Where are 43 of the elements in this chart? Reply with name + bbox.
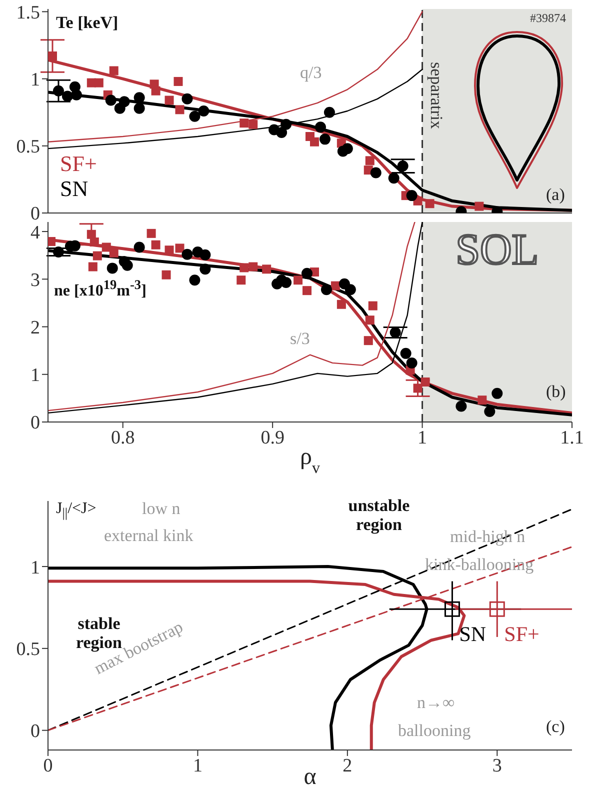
annotation: s/3 (290, 329, 310, 349)
x-tick-label: 1 (192, 755, 202, 776)
annotation: #39874 (530, 11, 566, 26)
y-tick-label: 1 (30, 70, 40, 91)
y-tick-label: 4 (30, 222, 40, 244)
text: SF+ (60, 151, 97, 176)
x-tick-label: 1.1 (560, 427, 584, 448)
y-tick-label: 0 (30, 412, 40, 434)
x-tick-label: 0.8 (110, 427, 135, 448)
x-tick-label: 0.9 (260, 427, 284, 448)
annotation: q/3 (300, 63, 322, 83)
annotation: n→∞ (417, 693, 455, 713)
y-axis-title: Te [keV] (56, 13, 118, 33)
y-tick-label: 1 (30, 365, 40, 386)
y-tick-label: 0.5 (16, 639, 40, 660)
annotation: stable region (75, 614, 122, 652)
series-label: SN (459, 622, 486, 646)
annotation: (a) (546, 185, 565, 205)
y-tick-label: 1.5 (16, 2, 40, 24)
annotation: (c) (546, 717, 565, 737)
y-axis-title: J$_{||}$/<J> (56, 500, 96, 521)
annotation: ballooning (398, 721, 471, 741)
y-tick-label: 1 (30, 557, 40, 578)
x-tick-label: 2 (342, 755, 352, 776)
annotation: (b) (546, 382, 566, 402)
y-axis-title: ne [x10$^{19}$m$^{-3}$] (54, 277, 146, 300)
x-axis-title: α (304, 764, 317, 790)
annotation: low n (142, 499, 180, 519)
y-tick-label: 0 (30, 204, 40, 225)
y-tick-label: 3 (30, 270, 40, 291)
y-tick-label: 2 (30, 318, 40, 339)
ref-line-label: separatrix (426, 62, 446, 130)
annotation: external kink (104, 526, 194, 546)
x-axis-title: ρ$_{v}$ (300, 444, 320, 476)
x-tick-label: 1 (418, 427, 428, 448)
annotation: mid-high n (450, 527, 526, 547)
y-tick-label: 0 (30, 721, 40, 742)
x-tick-label: 3 (492, 755, 502, 776)
series-label: SF+ (504, 622, 540, 646)
annotation: unstable region (347, 496, 411, 534)
text: SN (60, 176, 88, 202)
y-tick-label: 0.5 (16, 136, 40, 158)
band-label: SOL (454, 225, 540, 274)
